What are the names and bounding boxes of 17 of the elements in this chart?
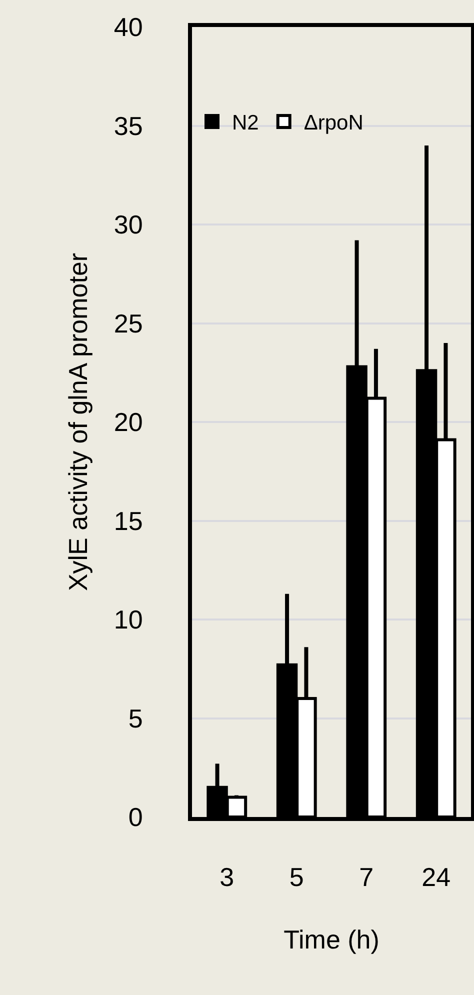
legend-label: N2 (232, 112, 259, 135)
y-tick-label: 25 (114, 308, 143, 338)
x-tick-label: 24 (422, 862, 451, 892)
y-tick-label: 5 (128, 703, 143, 734)
x-axis-title: Time (h) (284, 924, 380, 954)
y-tick-label: 35 (114, 110, 143, 141)
y-tick-label: 10 (114, 604, 143, 635)
x-tick-label: 7 (359, 862, 374, 892)
legend-label: ΔrpoN (304, 112, 364, 135)
x-tick-label: 5 (289, 862, 304, 892)
y-tick-label: 40 (114, 12, 143, 42)
y-tick-label: 20 (114, 407, 143, 438)
x-tick-label: 3 (220, 862, 234, 892)
y-tick-label: 30 (114, 210, 143, 240)
y-tick-label: 15 (114, 506, 143, 536)
y-tick-label: 0 (128, 802, 143, 832)
y-axis-title: XylE activity of glnA promoter (62, 252, 93, 592)
